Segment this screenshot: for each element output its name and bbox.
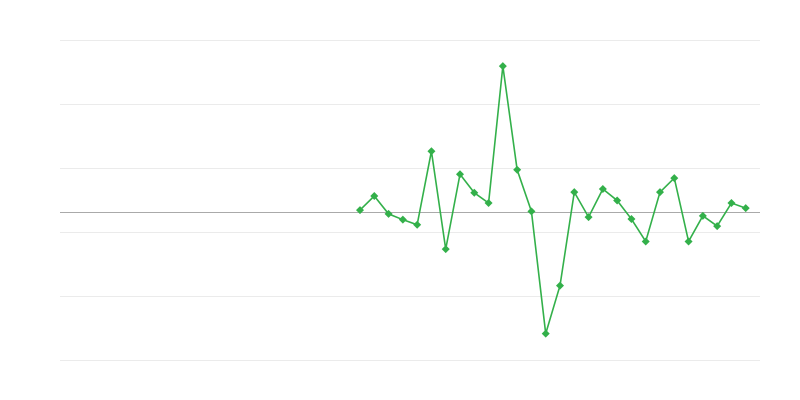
data-point[interactable] bbox=[713, 222, 722, 231]
data-point[interactable] bbox=[598, 184, 607, 193]
data-point[interactable] bbox=[670, 174, 679, 183]
data-point[interactable] bbox=[513, 165, 522, 174]
data-point[interactable] bbox=[641, 237, 650, 246]
data-point[interactable] bbox=[456, 170, 464, 179]
data-point[interactable] bbox=[627, 215, 636, 224]
data-point[interactable] bbox=[384, 209, 393, 218]
data-point[interactable] bbox=[484, 199, 493, 208]
data-point[interactable] bbox=[741, 204, 750, 213]
data-point[interactable] bbox=[684, 237, 693, 246]
data-point[interactable] bbox=[570, 188, 579, 197]
data-point[interactable] bbox=[427, 147, 436, 156]
data-point[interactable] bbox=[370, 192, 379, 200]
series-layer bbox=[356, 62, 750, 338]
data-point[interactable] bbox=[556, 281, 564, 290]
data-point[interactable] bbox=[613, 196, 622, 205]
data-point[interactable] bbox=[656, 188, 664, 197]
data-point[interactable] bbox=[356, 206, 364, 215]
data-point[interactable] bbox=[498, 62, 507, 71]
data-point[interactable] bbox=[470, 188, 479, 197]
gridlines bbox=[60, 40, 760, 361]
data-point[interactable] bbox=[441, 245, 450, 254]
data-point[interactable] bbox=[413, 220, 422, 229]
data-point[interactable] bbox=[541, 329, 550, 338]
series-line bbox=[359, 65, 746, 334]
data-point[interactable] bbox=[398, 215, 407, 224]
data-point[interactable] bbox=[727, 199, 736, 208]
data-point[interactable] bbox=[698, 211, 707, 220]
data-point[interactable] bbox=[584, 213, 593, 222]
data-point[interactable] bbox=[527, 207, 536, 216]
